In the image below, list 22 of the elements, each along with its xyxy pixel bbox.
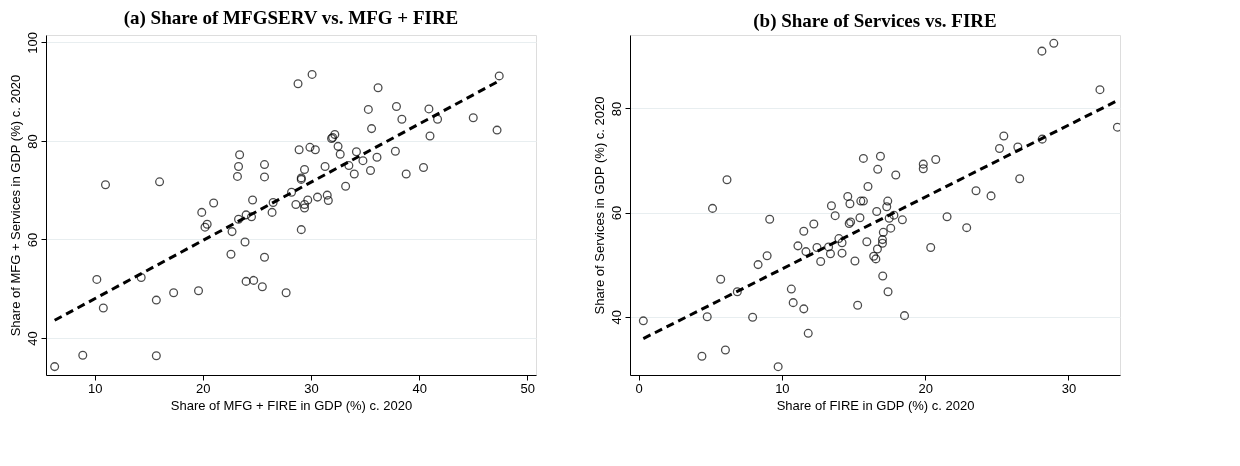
y-tick-label: 60 xyxy=(24,232,40,248)
x-tick-label: 20 xyxy=(196,380,211,396)
x-axis-title: Share of MFG + FIRE in GDP (%) c. 2020 xyxy=(170,397,413,413)
x-tick-label: 20 xyxy=(918,380,933,396)
y-tick-label: 100 xyxy=(24,32,40,54)
y-tick-label: 40 xyxy=(608,309,624,325)
y-tick-label: 40 xyxy=(24,331,40,346)
x-tick-label: 30 xyxy=(1061,380,1077,396)
x-axis-title: Share of FIRE in GDP (%) c. 2020 xyxy=(776,397,975,413)
y-axis-title: Share of MFG + Services in GDP (%) c. 2020 xyxy=(7,74,23,337)
y-tick-label: 80 xyxy=(24,134,40,149)
y-tick-label: 60 xyxy=(608,205,624,221)
x-tick-label: 50 xyxy=(520,380,536,396)
x-tick-label: 30 xyxy=(304,380,319,396)
y-axis-title: Share of Services in GDP (%) c. 2020 xyxy=(591,96,607,315)
x-tick-label: 0 xyxy=(635,380,643,396)
y-tick-label: 80 xyxy=(608,101,624,117)
x-tick-label: 10 xyxy=(87,380,103,396)
x-tick-label: 10 xyxy=(775,380,790,396)
chart-title: (a) Share of MFGSERV vs. MFG + FIRE xyxy=(123,6,459,29)
x-tick-label: 40 xyxy=(412,380,427,396)
chart-title: (b) Share of Services vs. FIRE xyxy=(753,10,997,32)
